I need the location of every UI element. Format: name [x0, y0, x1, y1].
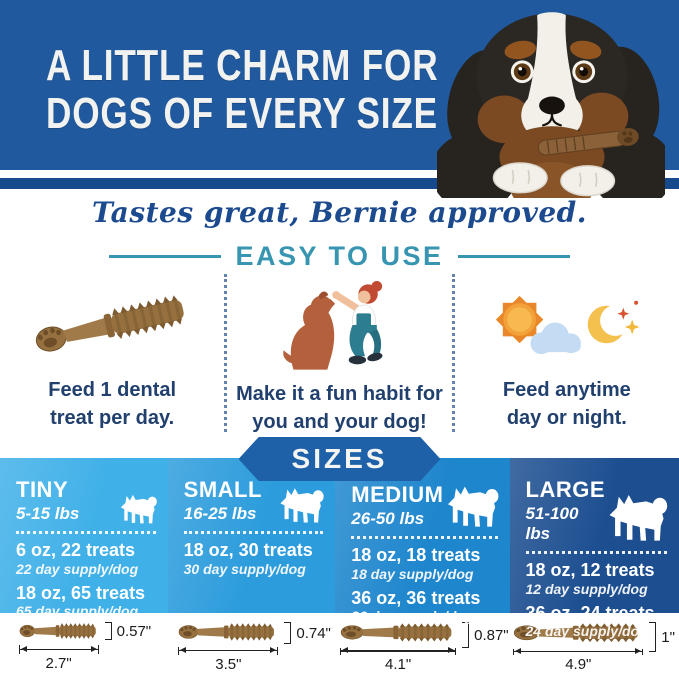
height-dimension-line: [284, 622, 292, 644]
bernese-dog-illustration: [437, 12, 665, 198]
size-column-small: SMALL 16-25 lbs 18 oz, 30 treats 30 day …: [167, 458, 336, 613]
product-option: 18 oz, 65 treats 65 day supply/dog: [16, 582, 146, 620]
treat-image: [19, 622, 99, 640]
length-label: 2.7": [45, 655, 72, 672]
height-dimension-line: [104, 622, 112, 640]
length-dimension-line: [18, 645, 99, 654]
column-name: SMALL: [183, 477, 262, 502]
sizes-title: SIZES: [291, 443, 388, 474]
dog-high-five-icon: [276, 278, 402, 376]
product-option: 36 oz, 36 treats 36 day supply/dog: [351, 587, 481, 625]
size-columns: TINY 5-15 lbs 6 oz, 22 treats 22 day sup…: [0, 458, 679, 639]
dotted-separator: [183, 531, 324, 534]
length-dimension-line: [178, 646, 279, 655]
treat-size-large: 4.9" 1": [509, 613, 679, 673]
tagline: Tastes great, Bernie approved.: [92, 196, 587, 229]
easy-to-use-title: EASY TO USE: [235, 241, 444, 271]
column-weight: 26-50 lbs: [351, 509, 425, 528]
easy-to-use-items: Feed 1 dental treat per day.: [0, 274, 679, 433]
dog-silhouette-icon: [444, 479, 500, 531]
easy-item-caption: Feed anytime day or night.: [502, 379, 631, 429]
sun-and-moon-icon: [488, 278, 646, 372]
easy-item-caption: Make it a fun habit for you and your dog…: [236, 383, 443, 433]
length-label: 3.5": [215, 656, 242, 673]
length-dimension-line: [513, 647, 644, 655]
easy-item-anytime: Feed anytime day or night.: [451, 274, 679, 432]
column-weight: 51-100 lbs: [525, 504, 579, 543]
column-name: MEDIUM: [351, 482, 444, 507]
length-dimension-line: [340, 647, 457, 655]
page-title: A LITTLE CHARM FOR DOGS OF EVERY SIZE: [46, 42, 438, 137]
treat-in-mouth: [537, 127, 639, 156]
length-label: 4.1": [385, 656, 412, 673]
easy-item-feed-daily: Feed 1 dental treat per day.: [0, 274, 224, 432]
size-column-tiny: TINY 5-15 lbs 6 oz, 22 treats 22 day sup…: [0, 458, 168, 619]
dotted-separator: [351, 536, 498, 539]
length-label: 4.9": [565, 656, 592, 673]
column-weight: 16-25 lbs: [183, 504, 257, 523]
dotted-separator: [525, 551, 667, 554]
product-option: 18 oz, 18 treats 18 day supply/dog: [351, 545, 481, 582]
sizes-banner: SIZES: [238, 437, 441, 481]
divider-line-left: [109, 255, 222, 258]
easy-item-caption: Feed 1 dental treat per day.: [48, 379, 177, 429]
height-dimension-line: [462, 622, 470, 648]
treat-image: [340, 622, 456, 643]
easy-item-fun-habit: Make it a fun habit for you and your dog…: [224, 274, 451, 433]
page-title-line2: DOGS OF EVERY SIZE: [46, 88, 438, 138]
easy-to-use-header: EASY TO USE: [0, 241, 679, 272]
page-title-line1: A LITTLE CHARM FOR: [46, 41, 439, 90]
product-option: 18 oz, 12 treats 12 day supply/dog: [525, 560, 655, 597]
header-stripe: [0, 178, 679, 189]
treat-size-comparison: 2.7" 0.57" 3.5" 0.74" 4.1": [0, 613, 679, 673]
height-label: 0.74": [296, 624, 331, 642]
dental-treat-icon: [33, 278, 191, 372]
height-label: 0.57": [116, 622, 152, 640]
treat-size-medium: 4.1" 0.87": [340, 613, 510, 673]
height-dimension-line: [649, 622, 657, 652]
treat-image: [178, 622, 278, 642]
size-column-large: LARGE 51-100 lbs 18 oz, 12 treats 12 day…: [509, 458, 679, 639]
dog-silhouette-icon: [118, 490, 158, 526]
height-label: 0.87": [474, 626, 509, 644]
dotted-separator: [16, 531, 156, 534]
dog-silhouette-icon: [277, 482, 325, 526]
column-name: LARGE: [525, 477, 605, 502]
treat-size-tiny: 2.7" 0.57": [0, 613, 170, 673]
size-column-medium: MEDIUM 26-50 lbs 18 oz, 18 treats 18 day…: [335, 458, 510, 624]
divider-line-right: [457, 255, 570, 258]
column-weight: 5-15 lbs: [16, 504, 80, 523]
dog-eyes: [510, 60, 596, 84]
column-name: TINY: [16, 477, 69, 502]
product-option: 6 oz, 22 treats 22 day supply/dog: [16, 540, 139, 577]
height-label: 1": [661, 628, 675, 646]
dog-silhouette-icon: [605, 486, 669, 546]
product-option: 36 oz, 24 treats 24 day supply/dog: [525, 602, 655, 640]
treat-size-small: 3.5" 0.74": [170, 613, 340, 673]
product-option: 18 oz, 30 treats 30 day supply/dog: [183, 540, 313, 577]
